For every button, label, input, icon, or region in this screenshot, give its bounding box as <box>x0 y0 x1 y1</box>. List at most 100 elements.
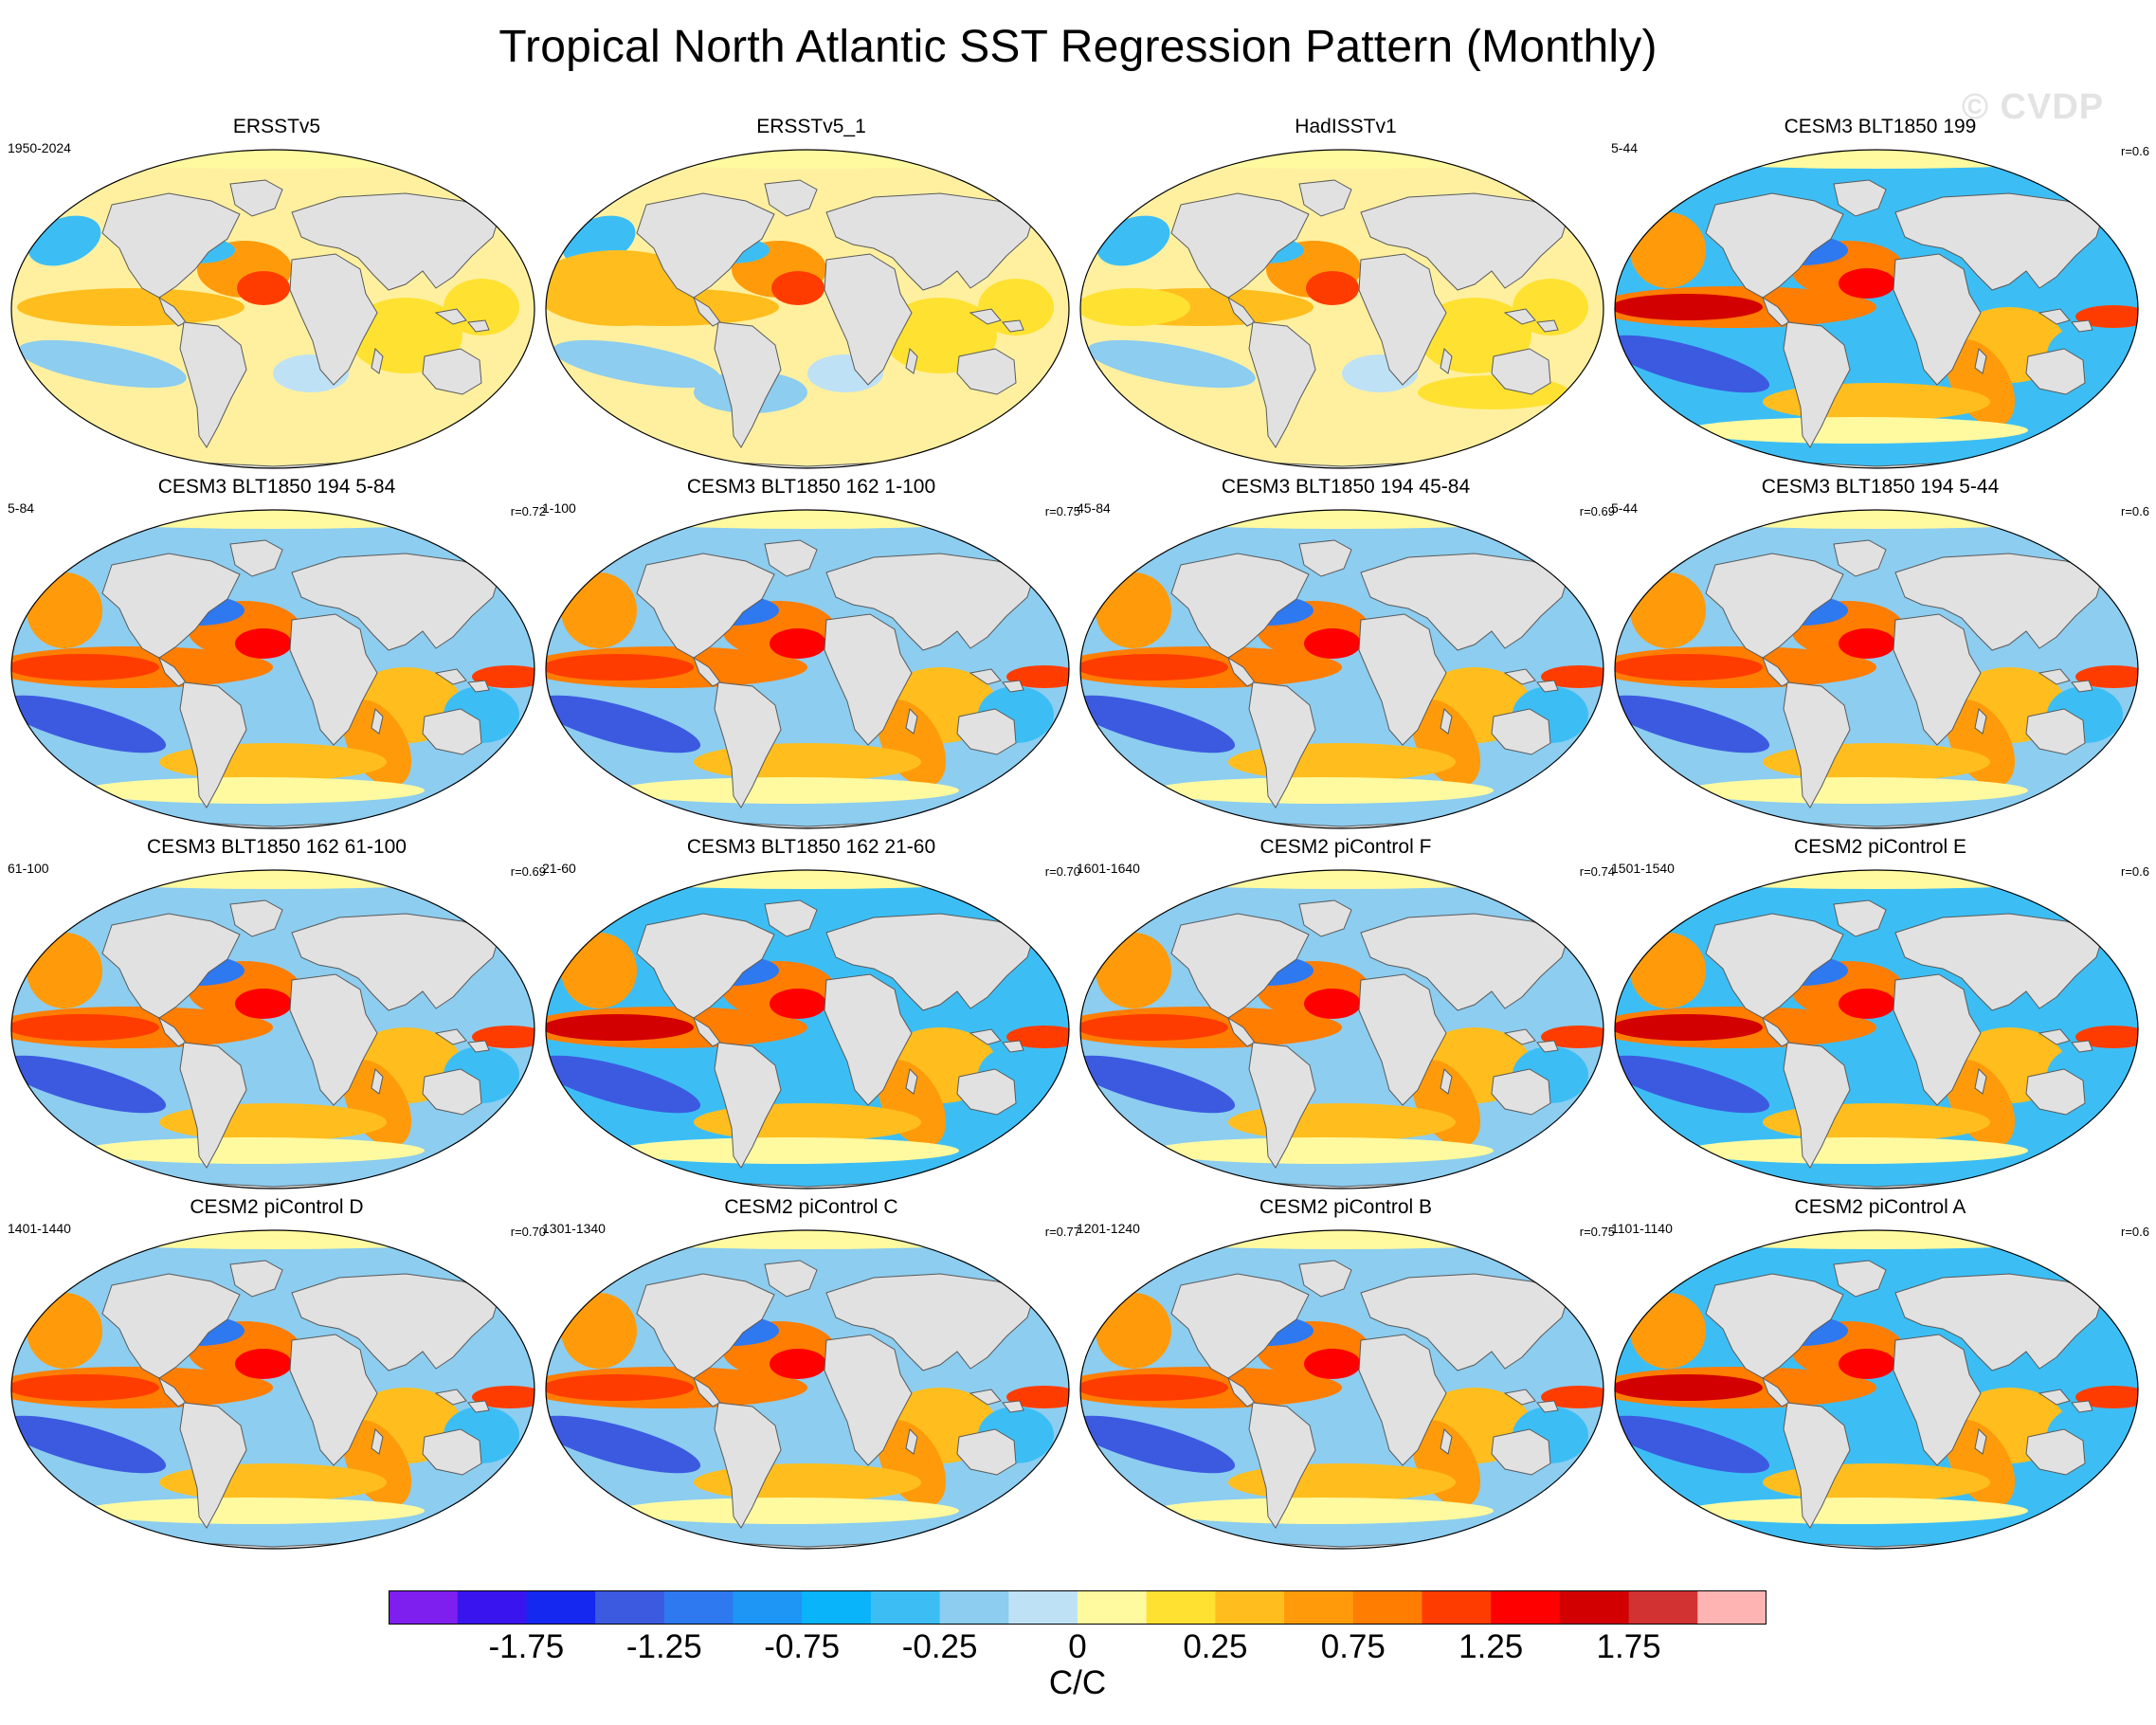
sst-anomaly-region <box>553 339 721 389</box>
continent-shape <box>179 1402 247 1529</box>
map-panel: CESM2 piControl B 1201-1240 r=0.75 <box>1077 1196 1615 1554</box>
continent-shape <box>905 707 918 735</box>
continent-shape <box>371 1427 384 1455</box>
sst-anomaly-region <box>1687 417 2028 444</box>
continent-shape <box>1894 1273 2105 1371</box>
sst-anomaly-region <box>1615 1415 1770 1474</box>
map-outline <box>1614 509 2139 829</box>
continent-shape <box>1705 913 1844 1019</box>
continent-shape <box>969 1389 1002 1406</box>
map-panel: CESM2 piControl F 1601-1640 r=0.74 <box>1077 836 1615 1194</box>
continent-shape <box>1298 1260 1352 1298</box>
sst-anomaly-region <box>1615 654 1763 681</box>
sst-anomaly-region <box>1006 1386 1069 1408</box>
colorbar <box>389 1590 1766 1625</box>
map-panel: CESM2 piControl C 1301-1340 r=0.77 <box>542 1196 1080 1554</box>
continent-shape <box>179 321 247 448</box>
continent-shape <box>434 1028 467 1045</box>
panel-title: ERSSTv5 <box>232 116 321 137</box>
sst-anomaly-region <box>546 654 694 681</box>
continent-shape <box>229 539 283 577</box>
sst-anomaly-region <box>561 572 637 648</box>
sst-anomaly-region <box>235 628 292 659</box>
sst-anomaly-region <box>83 1498 425 1524</box>
continent-shape <box>824 1334 913 1466</box>
colorbar-swatch <box>1078 1590 1148 1625</box>
continent-shape <box>2038 308 2071 325</box>
panel-period: 21-60 <box>542 861 576 876</box>
sst-anomaly-region <box>1687 1137 2028 1164</box>
sst-anomaly-region <box>17 288 245 326</box>
map-outline <box>1079 869 1604 1189</box>
colorbar-swatch <box>733 1590 803 1625</box>
panel-title: CESM3 BLT1850 194 5-84 <box>157 476 396 498</box>
continent-shape <box>101 1273 241 1379</box>
panel-title: CESM2 piControl A <box>1794 1196 1966 1218</box>
continent-shape <box>693 656 721 687</box>
sst-anomaly-region <box>1687 777 2028 804</box>
sst-anomaly-region <box>472 1026 534 1048</box>
continent-shape <box>693 296 721 327</box>
continent-shape <box>1002 1400 1024 1413</box>
panel-pattern-correlation: r=0.6 <box>2121 864 2149 879</box>
continent-shape <box>1227 1376 1256 1407</box>
regression-map <box>1614 869 2139 1189</box>
colorbar-swatch <box>1628 1590 1698 1625</box>
continent-shape <box>1360 192 1570 291</box>
sst-anomaly-region <box>561 1293 637 1369</box>
continent-shape <box>905 1067 918 1095</box>
continent-shape <box>1298 899 1352 937</box>
continent-shape <box>1360 913 1570 1011</box>
continent-shape <box>764 1260 818 1298</box>
map-panel: CESM2 piControl D 1401-1440 r=0.70 <box>8 1196 546 1554</box>
sst-anomaly-region <box>1006 1026 1069 1048</box>
continent-shape <box>1358 973 1447 1106</box>
panel-title: CESM3 BLT1850 194 45-84 <box>1221 476 1471 498</box>
continent-shape <box>422 708 482 755</box>
continent-shape <box>1974 707 1987 735</box>
continent-shape <box>229 179 283 217</box>
continent-shape <box>905 1427 918 1455</box>
continent-shape <box>956 1428 1017 1476</box>
continent-shape <box>1170 913 1310 1019</box>
continent-shape <box>289 613 378 746</box>
continent-shape <box>1893 973 1982 1106</box>
continent-shape <box>158 296 187 327</box>
continent-shape <box>1833 539 1887 577</box>
continent-shape <box>229 899 283 937</box>
continent-shape <box>714 1042 782 1169</box>
continent-shape <box>158 1016 187 1047</box>
continent-shape <box>1893 253 1982 386</box>
map-outline <box>1614 869 2139 1189</box>
regression-map <box>1079 869 1604 1189</box>
colorbar-tick-label: 1.75 <box>1596 1628 1661 1665</box>
sst-anomaly-region <box>1152 1498 1494 1524</box>
continent-shape <box>825 913 1036 1011</box>
map-outline <box>10 869 535 1189</box>
continent-shape <box>636 1273 775 1379</box>
continent-shape <box>1762 1016 1790 1047</box>
panel-period: 5-44 <box>1611 500 1639 516</box>
continent-shape <box>714 321 782 448</box>
continent-shape <box>2038 1028 2071 1045</box>
colorbar-tick-label: -0.75 <box>764 1628 841 1665</box>
continent-shape <box>1227 1016 1256 1047</box>
continent-shape <box>825 553 1036 651</box>
map-panel: CESM3 BLT1850 199 5-44 r=0.6 <box>1611 116 2149 474</box>
colorbar-swatch <box>1422 1590 1492 1625</box>
continent-shape <box>2038 668 2071 685</box>
continent-shape <box>1440 347 1453 374</box>
continent-shape <box>1783 681 1851 808</box>
panel-period: 45-84 <box>1077 500 1111 516</box>
continent-shape <box>714 681 782 808</box>
continent-shape <box>693 1376 721 1407</box>
continent-shape <box>229 1260 283 1298</box>
sst-anomaly-region <box>546 1374 694 1401</box>
map-outline <box>1614 1229 2139 1550</box>
continent-shape <box>956 1068 1017 1116</box>
continent-shape <box>434 668 467 685</box>
continent-shape <box>824 253 913 386</box>
colorbar-swatch <box>1559 1590 1630 1625</box>
continent-shape <box>969 308 1002 325</box>
sst-anomaly-region <box>546 250 703 326</box>
